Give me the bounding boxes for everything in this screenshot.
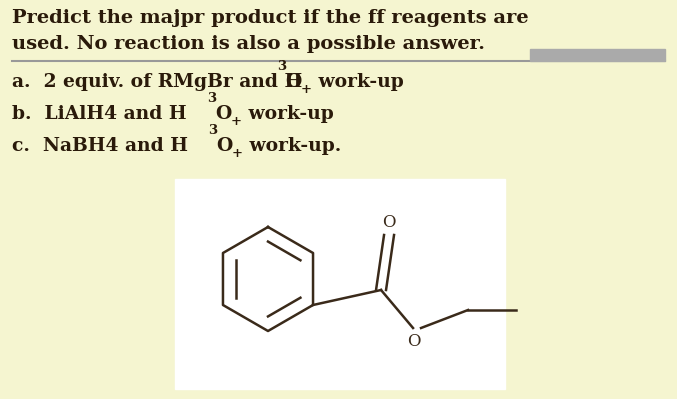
Text: 3: 3: [208, 124, 217, 137]
Text: O: O: [216, 137, 232, 155]
Text: 3: 3: [207, 92, 216, 105]
Text: a.  2 equiv. of RMgBr and H: a. 2 equiv. of RMgBr and H: [12, 73, 302, 91]
Text: Predict the majpr product if the ff reagents are: Predict the majpr product if the ff reag…: [12, 9, 529, 27]
Bar: [530, 49, 665, 61]
Text: +: +: [232, 147, 243, 160]
Text: c.  NaBH4 and H: c. NaBH4 and H: [12, 137, 188, 155]
Text: work-up.: work-up.: [243, 137, 341, 155]
Bar: [175, 179, 505, 389]
Text: work-up: work-up: [312, 73, 403, 91]
Text: +: +: [301, 83, 312, 96]
Text: O: O: [215, 105, 232, 123]
Text: O: O: [383, 214, 396, 231]
Text: O: O: [408, 333, 421, 350]
Text: b.  LiAlH4 and H: b. LiAlH4 and H: [12, 105, 187, 123]
Text: used. No reaction is also a possible answer.: used. No reaction is also a possible ans…: [12, 35, 485, 53]
Text: O: O: [285, 73, 301, 91]
Text: +: +: [231, 115, 242, 128]
Text: work-up: work-up: [242, 105, 334, 123]
Text: 3: 3: [277, 60, 286, 73]
